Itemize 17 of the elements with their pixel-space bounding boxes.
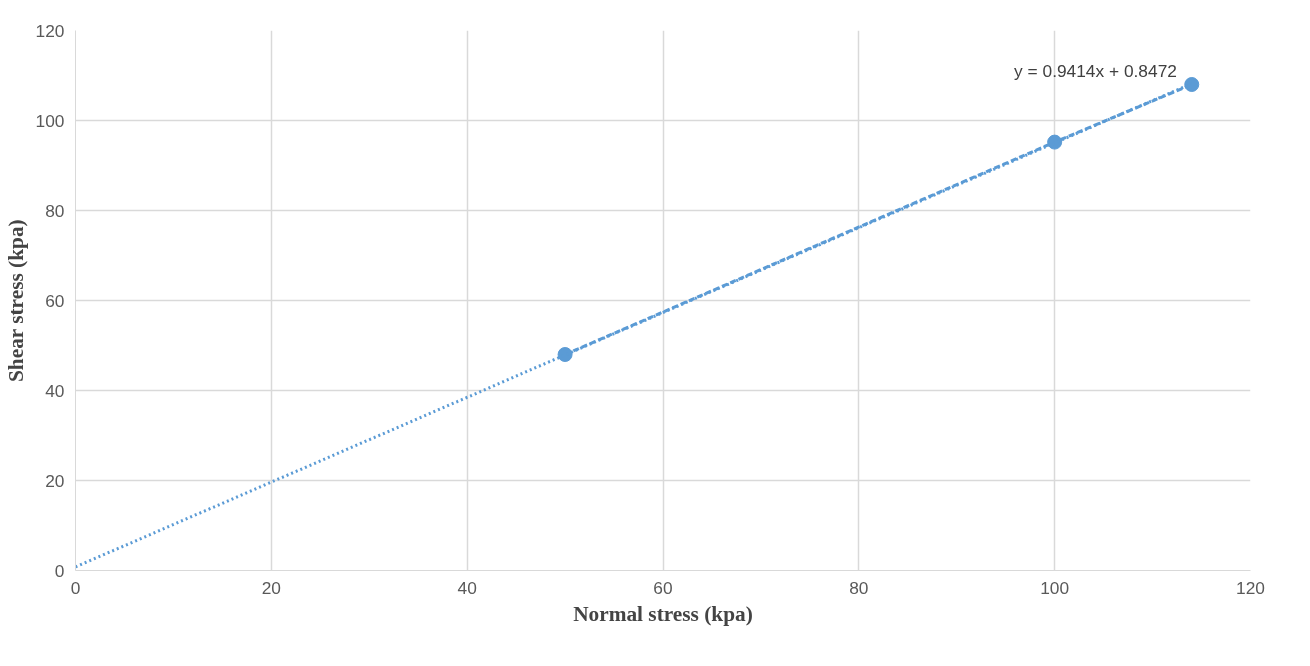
y-tick-label: 100: [35, 110, 65, 131]
x-tick-label: 0: [70, 577, 81, 598]
x-tick-label: 20: [261, 577, 281, 598]
x-tick-label: 120: [1236, 577, 1265, 598]
y-tick-label: 120: [35, 20, 65, 41]
y-tick-label: 80: [45, 200, 65, 221]
x-tick-label: 40: [457, 577, 477, 598]
y-axis-title: Shear stress (kpa): [3, 219, 28, 383]
annotation: y = 0.9414x + 0.8472: [1014, 60, 1177, 81]
x-tick-label: 80: [849, 577, 869, 598]
y-tick-label: 60: [45, 290, 65, 311]
y-tick-label: 40: [45, 380, 65, 401]
y-tick-label: 20: [45, 470, 65, 491]
x-tick-label: 100: [1040, 577, 1070, 598]
x-axis-title: Normal stress (kpa): [573, 601, 753, 626]
x-tick-label: 60: [653, 577, 673, 598]
y-tick-label: 0: [54, 560, 65, 581]
